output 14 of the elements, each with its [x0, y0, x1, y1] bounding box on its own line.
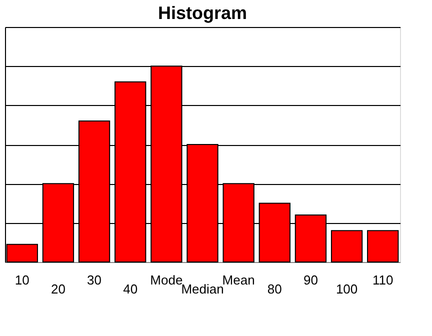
chart-title: Histogram	[158, 3, 248, 23]
bar	[330, 230, 363, 262]
x-tick-label: Mode	[150, 272, 183, 288]
x-tick-label: Mean	[222, 272, 255, 288]
x-tick-label: 100	[336, 282, 358, 296]
x-tick-label: 40	[123, 282, 138, 296]
x-tick-label: 110	[372, 272, 394, 288]
x-tick-label: Median	[181, 282, 224, 296]
x-tick-label: 80	[267, 282, 282, 296]
x-tick-label: 10	[14, 272, 30, 288]
x-tick-label: 90	[303, 272, 318, 288]
bar	[367, 230, 399, 262]
x-tick-label: 20	[50, 282, 66, 296]
x-tick-label: 30	[87, 272, 102, 288]
